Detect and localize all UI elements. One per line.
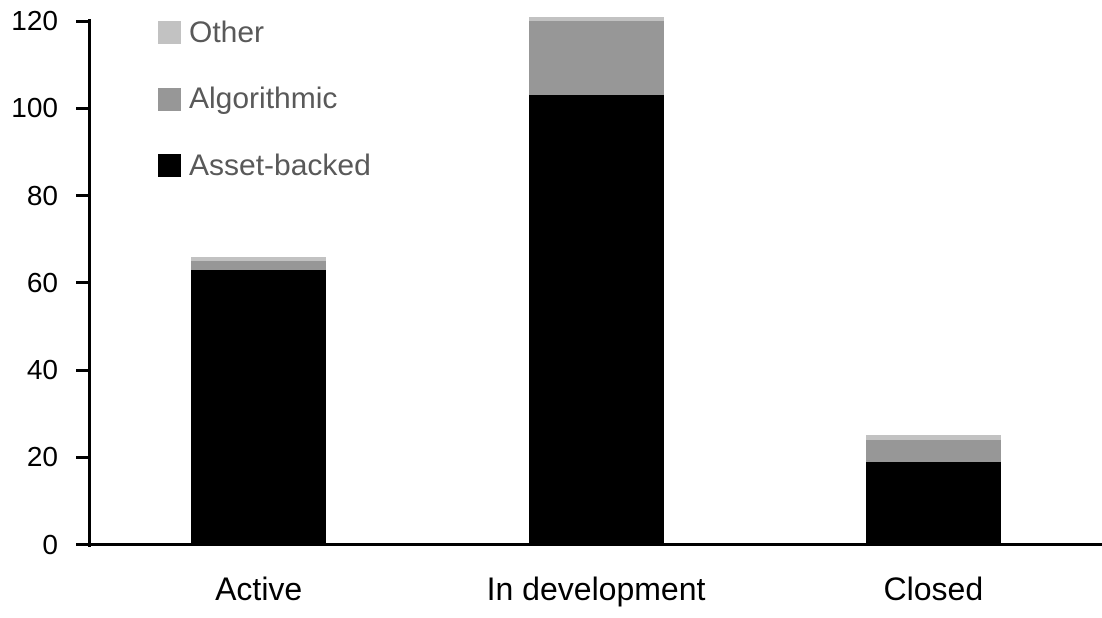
y-tick-label: 120 [11, 5, 58, 36]
x-axis-line [76, 543, 1102, 546]
y-tick-label: 0 [42, 528, 58, 560]
category-label: Closed [883, 571, 984, 607]
y-tick-mark [76, 368, 90, 372]
bar-segment-other [529, 17, 664, 21]
y-axis-line [88, 19, 91, 547]
bar-segment-algorithmic [529, 21, 664, 95]
legend-item: Asset-backed [158, 150, 371, 180]
legend-label: Algorithmic [189, 82, 338, 115]
bar-segment-other [191, 257, 326, 261]
bar-segment-asset-backed [191, 270, 326, 545]
y-tick-mark [76, 19, 90, 23]
y-tick-mark [76, 106, 90, 110]
bar-segment-algorithmic [191, 261, 326, 270]
bar-segment-asset-backed [529, 95, 664, 545]
y-tick-label: 60 [26, 266, 58, 298]
legend-item: Other [158, 17, 264, 47]
y-tick-mark [76, 281, 90, 285]
legend-swatch-icon [158, 87, 181, 111]
category-label: Active [215, 571, 303, 607]
category-label: In development [486, 571, 706, 607]
legend-item: Algorithmic [158, 84, 337, 114]
legend-swatch-icon [158, 21, 181, 44]
y-tick-label: 80 [26, 179, 58, 211]
bar-segment-asset-backed [866, 462, 1001, 545]
bar-segment-other [866, 435, 1001, 440]
y-tick-label: 40 [26, 354, 58, 385]
legend-swatch-icon [158, 154, 181, 177]
legend-label: Asset-backed [189, 148, 371, 182]
y-tick-mark [76, 194, 90, 197]
y-tick-label: 100 [11, 92, 58, 124]
y-tick-label: 20 [26, 441, 58, 473]
y-tick-mark [76, 455, 90, 459]
bar-segment-algorithmic [866, 440, 1001, 462]
legend-label: Other [189, 15, 265, 49]
